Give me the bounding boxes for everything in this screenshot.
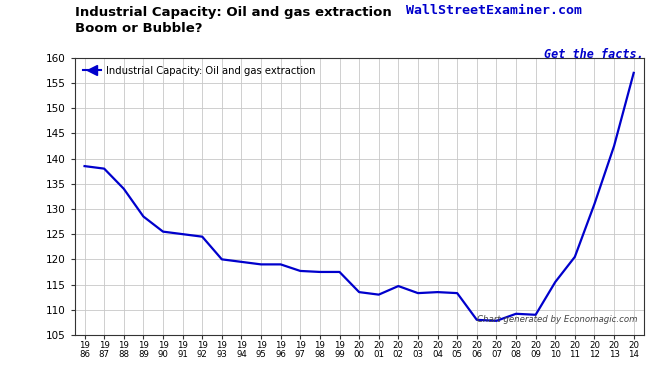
Text: Industrial Capacity: Oil and gas extraction
Boom or Bubble?: Industrial Capacity: Oil and gas extract… — [75, 6, 391, 35]
Text: WallStreetExaminer.com: WallStreetExaminer.com — [406, 4, 582, 17]
Legend: Industrial Capacity: Oil and gas extraction: Industrial Capacity: Oil and gas extract… — [80, 63, 318, 79]
Text: Get the facts.: Get the facts. — [544, 48, 644, 61]
Text: Chart generated by Economagic.com: Chart generated by Economagic.com — [477, 315, 638, 324]
